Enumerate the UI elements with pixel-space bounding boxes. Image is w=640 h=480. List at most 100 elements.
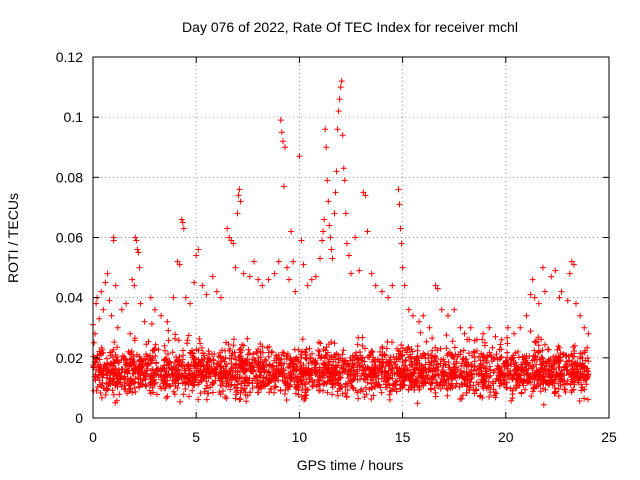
data-point (336, 96, 343, 103)
data-point (129, 276, 136, 283)
data-point (334, 126, 341, 133)
data-point (323, 144, 330, 151)
data-point (96, 315, 103, 322)
data-point (399, 264, 406, 271)
data-point (187, 300, 194, 307)
data-point (389, 282, 396, 289)
data-point (170, 294, 177, 301)
data-point (100, 306, 107, 313)
data-point (180, 225, 187, 232)
data-point (298, 237, 305, 244)
data-point (280, 183, 287, 190)
data-point (195, 246, 202, 253)
data-point (193, 252, 200, 259)
data-point (492, 333, 499, 340)
data-point (438, 306, 445, 313)
data-point (182, 294, 189, 301)
data-point (566, 270, 573, 277)
y-tick-label: 0.02 (56, 350, 83, 366)
data-point (114, 324, 121, 331)
data-point (275, 258, 282, 265)
data-point (409, 312, 416, 319)
data-point (568, 258, 575, 265)
data-point (339, 132, 346, 139)
data-point (395, 186, 402, 193)
data-point (230, 240, 237, 247)
data-point (250, 258, 257, 265)
data-point (277, 117, 284, 124)
x-axis: 0 5 10 15 20 25 (89, 57, 617, 445)
data-point (333, 168, 340, 175)
x-tick-label: 20 (498, 429, 514, 445)
data-point (300, 261, 307, 268)
data-point (340, 165, 347, 172)
data-point (317, 255, 324, 262)
data-point (581, 324, 588, 331)
data-point (327, 234, 334, 241)
data-point (324, 177, 331, 184)
y-tick-label: 0.12 (56, 49, 83, 65)
data-point (158, 312, 165, 319)
data-point (164, 318, 171, 325)
data-point (319, 237, 326, 244)
data-point (322, 126, 329, 133)
data-point (102, 279, 109, 286)
data-point (288, 228, 295, 235)
data-point (93, 300, 100, 307)
x-tick-label: 15 (395, 429, 411, 445)
data-point (504, 324, 511, 331)
data-point (135, 249, 142, 256)
data-point (348, 270, 354, 277)
data-point (133, 237, 140, 244)
data-point (326, 222, 333, 229)
data-point (132, 234, 139, 241)
data-point (290, 258, 297, 265)
data-point (127, 330, 134, 337)
data-point (531, 294, 538, 301)
data-point (106, 297, 113, 304)
data-point (108, 312, 115, 319)
data-point (426, 324, 433, 331)
data-point (416, 318, 423, 325)
x-tick-label: 25 (601, 429, 617, 445)
data-point (338, 78, 345, 85)
data-point (445, 312, 452, 319)
data-point (328, 246, 335, 253)
data-point (498, 336, 505, 343)
data-point (112, 282, 119, 289)
data-point (451, 306, 458, 313)
data-point (480, 330, 487, 337)
data-points (90, 78, 592, 408)
data-point (539, 264, 546, 271)
x-tick-label: 5 (192, 429, 200, 445)
data-point (236, 186, 243, 193)
data-point (511, 330, 518, 337)
data-point (246, 273, 253, 280)
data-point (118, 306, 125, 313)
data-point (232, 264, 239, 271)
data-point (213, 288, 220, 295)
data-point (255, 276, 262, 283)
data-point (176, 261, 183, 268)
data-point (237, 198, 244, 205)
data-point (401, 282, 408, 289)
data-point (179, 219, 186, 226)
data-point (296, 153, 303, 160)
data-point (342, 210, 349, 217)
data-point (226, 234, 233, 241)
data-point (281, 144, 288, 151)
data-point (473, 336, 480, 343)
data-point (572, 300, 579, 307)
data-point (385, 294, 392, 301)
data-point (329, 255, 336, 262)
y-tick-label: 0.06 (56, 230, 83, 246)
data-point (137, 300, 144, 307)
data-point (234, 210, 241, 217)
data-point-cluster (90, 320, 592, 408)
data-point (332, 189, 339, 196)
data-point (467, 324, 474, 331)
data-point (91, 339, 98, 346)
data-point (325, 198, 332, 205)
data-point (136, 264, 143, 271)
